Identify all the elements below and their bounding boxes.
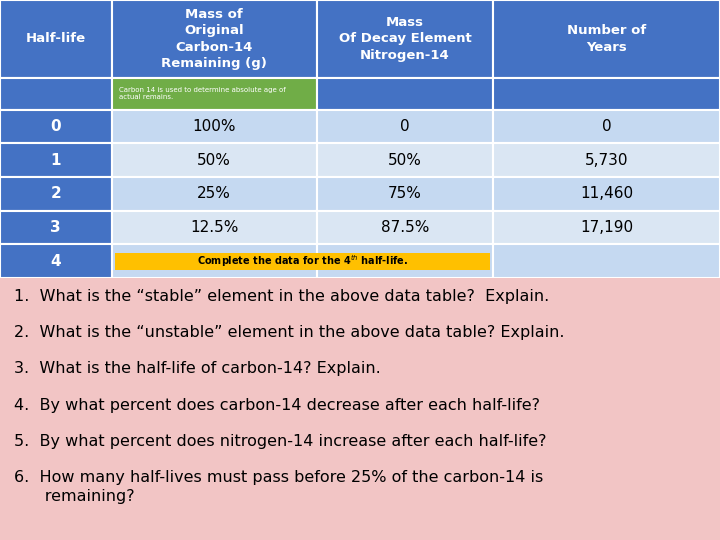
Bar (0, 211, 112, 245)
Bar (0, 78, 112, 110)
Text: 100%: 100% (192, 119, 236, 134)
Bar (0, 110, 112, 144)
Bar (0, 245, 112, 278)
Text: 4: 4 (50, 254, 61, 269)
Text: Mass
Of Decay Element
Nitrogen-14: Mass Of Decay Element Nitrogen-14 (338, 16, 472, 62)
Text: Mass of
Original
Carbon-14
Remaining (g): Mass of Original Carbon-14 Remaining (g) (161, 8, 267, 70)
Bar (0, 0, 112, 78)
Bar (493, 245, 720, 278)
Bar (112, 211, 317, 245)
Bar (112, 110, 317, 144)
Bar (115, 253, 490, 270)
Text: 0: 0 (400, 119, 410, 134)
Bar (112, 177, 317, 211)
Bar (317, 177, 493, 211)
Text: 25%: 25% (197, 186, 231, 201)
Text: 87.5%: 87.5% (381, 220, 429, 235)
Text: Half-life: Half-life (26, 32, 86, 45)
Text: 2: 2 (50, 186, 61, 201)
Bar (493, 0, 720, 78)
Bar (0, 177, 112, 211)
Text: 2.  What is the “unstable” element in the above data table? Explain.: 2. What is the “unstable” element in the… (14, 325, 564, 340)
Bar (493, 78, 720, 110)
Bar (317, 245, 493, 278)
Bar (0, 144, 112, 177)
Text: 5,730: 5,730 (585, 153, 629, 168)
Text: 3: 3 (50, 220, 61, 235)
Text: 75%: 75% (388, 186, 422, 201)
Text: 50%: 50% (388, 153, 422, 168)
Bar (493, 211, 720, 245)
Text: 1.  What is the “stable” element in the above data table?  Explain.: 1. What is the “stable” element in the a… (14, 288, 549, 303)
Bar (493, 110, 720, 144)
Bar (317, 78, 493, 110)
Text: 6.  How many half-lives must pass before 25% of the carbon-14 is
      remaining: 6. How many half-lives must pass before … (14, 470, 544, 504)
Text: Number of
Years: Number of Years (567, 24, 647, 53)
Bar (112, 0, 317, 78)
Bar (112, 144, 317, 177)
Text: 0: 0 (602, 119, 611, 134)
Text: Complete the data for the 4$^{th}$ half-life.: Complete the data for the 4$^{th}$ half-… (197, 253, 408, 269)
Text: 11,460: 11,460 (580, 186, 633, 201)
Text: 17,190: 17,190 (580, 220, 633, 235)
Bar (493, 177, 720, 211)
Text: 50%: 50% (197, 153, 231, 168)
Text: 0: 0 (50, 119, 61, 134)
Bar (112, 78, 317, 110)
Bar (493, 144, 720, 177)
Bar (317, 211, 493, 245)
Text: 5.  By what percent does nitrogen-14 increase after each half-life?: 5. By what percent does nitrogen-14 incr… (14, 434, 546, 449)
Text: Carbon 14 is used to determine absolute age of
actual remains.: Carbon 14 is used to determine absolute … (119, 87, 286, 100)
Bar (112, 245, 317, 278)
Bar (317, 110, 493, 144)
Text: 3.  What is the half-life of carbon-14? Explain.: 3. What is the half-life of carbon-14? E… (14, 361, 381, 376)
Bar (317, 0, 493, 78)
Bar (317, 144, 493, 177)
Text: 4.  By what percent does carbon-14 decrease after each half-life?: 4. By what percent does carbon-14 decrea… (14, 397, 540, 413)
Text: 12.5%: 12.5% (190, 220, 238, 235)
Text: 1: 1 (50, 153, 61, 168)
